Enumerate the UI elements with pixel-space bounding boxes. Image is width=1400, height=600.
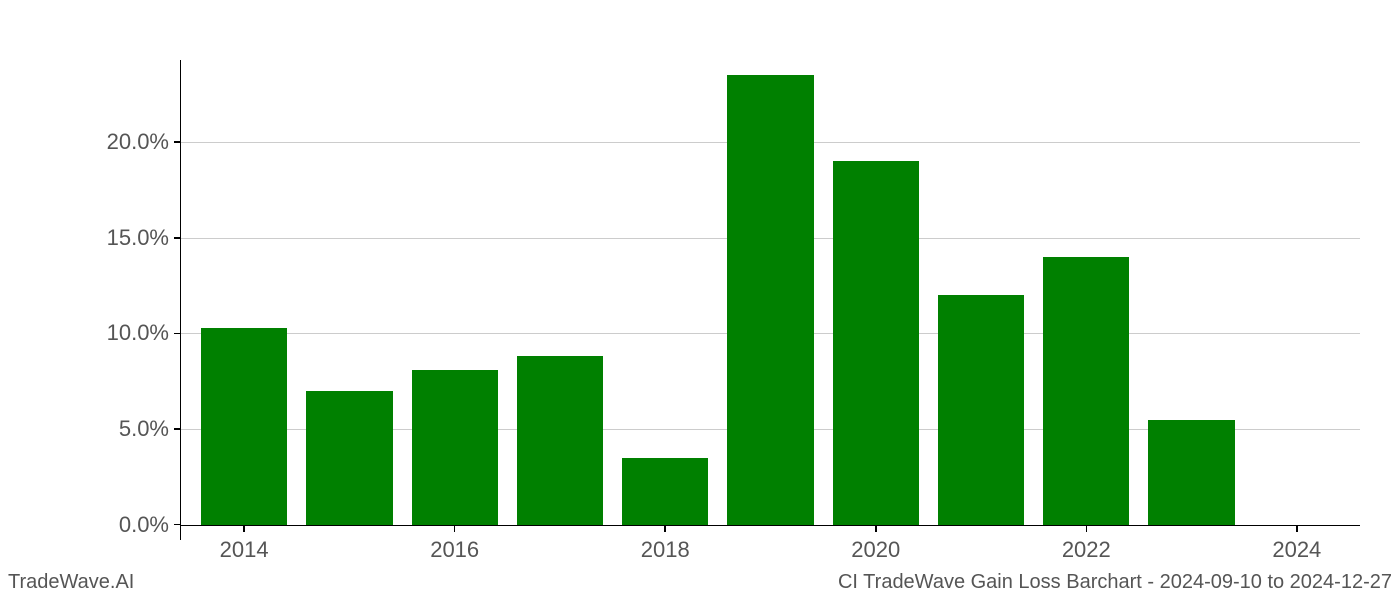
plot-area: 0.0%5.0%10.0%15.0%20.0%20142016201820202…	[180, 60, 1360, 540]
y-tick-mark	[174, 141, 181, 143]
y-tick-label: 20.0%	[107, 129, 169, 155]
x-tick-mark	[1296, 525, 1298, 532]
y-tick-label: 15.0%	[107, 225, 169, 251]
chart-plot-area: 0.0%5.0%10.0%15.0%20.0%20142016201820202…	[180, 60, 1360, 540]
bar	[833, 161, 919, 524]
y-tick-label: 0.0%	[119, 512, 169, 538]
y-tick-mark	[174, 428, 181, 430]
y-tick-label: 10.0%	[107, 320, 169, 346]
bar	[201, 328, 287, 525]
x-tick-mark	[454, 525, 456, 532]
bar	[938, 295, 1024, 524]
bar	[1148, 420, 1234, 525]
x-tick-label: 2022	[1062, 537, 1111, 563]
x-tick-label: 2018	[641, 537, 690, 563]
x-tick-mark	[875, 525, 877, 532]
x-tick-mark	[664, 525, 666, 532]
bar	[306, 391, 392, 525]
x-axis-line	[181, 525, 1360, 527]
x-tick-label: 2016	[430, 537, 479, 563]
bar	[727, 75, 813, 524]
x-tick-mark	[1086, 525, 1088, 532]
bar	[1043, 257, 1129, 525]
bar	[517, 356, 603, 524]
x-tick-label: 2014	[220, 537, 269, 563]
footer-brand: TradeWave.AI	[8, 571, 134, 594]
bar	[412, 370, 498, 525]
x-tick-label: 2020	[851, 537, 900, 563]
bar	[622, 458, 708, 525]
x-tick-label: 2024	[1272, 537, 1321, 563]
y-tick-mark	[174, 524, 181, 526]
x-tick-mark	[243, 525, 245, 532]
y-tick-mark	[174, 237, 181, 239]
footer-caption: CI TradeWave Gain Loss Barchart - 2024-0…	[838, 571, 1392, 594]
y-tick-mark	[174, 333, 181, 335]
y-tick-label: 5.0%	[119, 416, 169, 442]
